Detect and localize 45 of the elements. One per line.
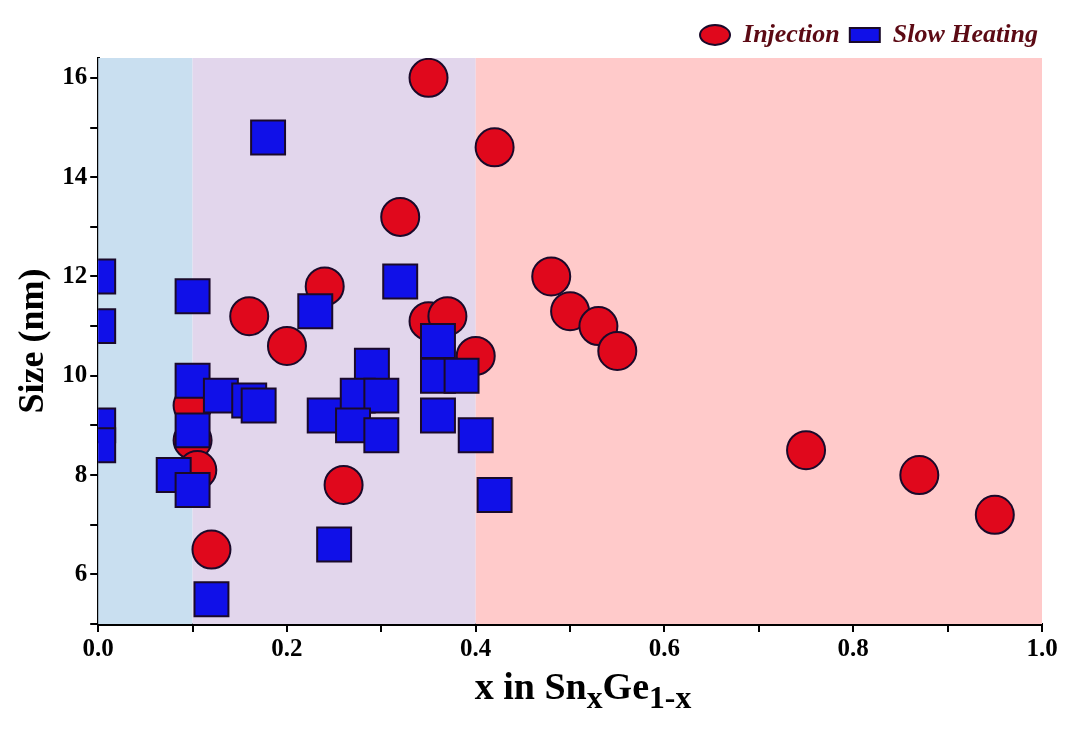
point — [174, 412, 211, 449]
legend-label: Slow Heating — [892, 18, 1039, 48]
point — [420, 323, 456, 359]
point — [191, 529, 232, 570]
point — [229, 296, 270, 337]
x-tick-label: 0.8 — [837, 634, 869, 662]
y-tick-label: 14 — [62, 161, 88, 189]
point — [297, 293, 334, 330]
point — [786, 430, 827, 471]
point — [531, 256, 572, 297]
x-tick-label: 0.0 — [82, 634, 114, 662]
point — [476, 476, 513, 513]
x-tick-label: 1.0 — [1026, 634, 1058, 662]
point — [316, 526, 353, 563]
point — [323, 464, 364, 505]
point — [420, 397, 456, 434]
point — [266, 325, 307, 366]
point — [174, 471, 211, 508]
y-tick-label: 12 — [62, 260, 88, 288]
legend-label: Injection — [742, 18, 840, 48]
point — [474, 127, 515, 168]
x-tick-label: 0.6 — [648, 634, 681, 662]
y-tick-label: 10 — [62, 360, 88, 388]
point — [380, 196, 421, 237]
point — [457, 417, 494, 454]
point — [240, 387, 277, 424]
point — [408, 58, 449, 98]
point — [974, 494, 1015, 535]
x-tick-label: 0.2 — [271, 634, 303, 662]
x-tick-label: 0.4 — [460, 634, 492, 662]
point — [363, 377, 400, 414]
y-tick-label: 8 — [74, 459, 88, 487]
point — [363, 417, 400, 454]
point — [193, 581, 230, 618]
y-axis-title: Size (nm) — [10, 268, 51, 414]
point — [899, 455, 940, 496]
point — [174, 278, 211, 315]
point — [382, 263, 419, 300]
y-tick-label: 16 — [62, 62, 88, 90]
point — [250, 119, 287, 156]
point — [550, 291, 591, 332]
x-axis-title: x in Sn$_{x}$Ge$_{1-x}$ — [473, 664, 693, 716]
point — [597, 330, 638, 371]
point — [443, 357, 480, 394]
y-tick-label: 6 — [74, 558, 88, 586]
